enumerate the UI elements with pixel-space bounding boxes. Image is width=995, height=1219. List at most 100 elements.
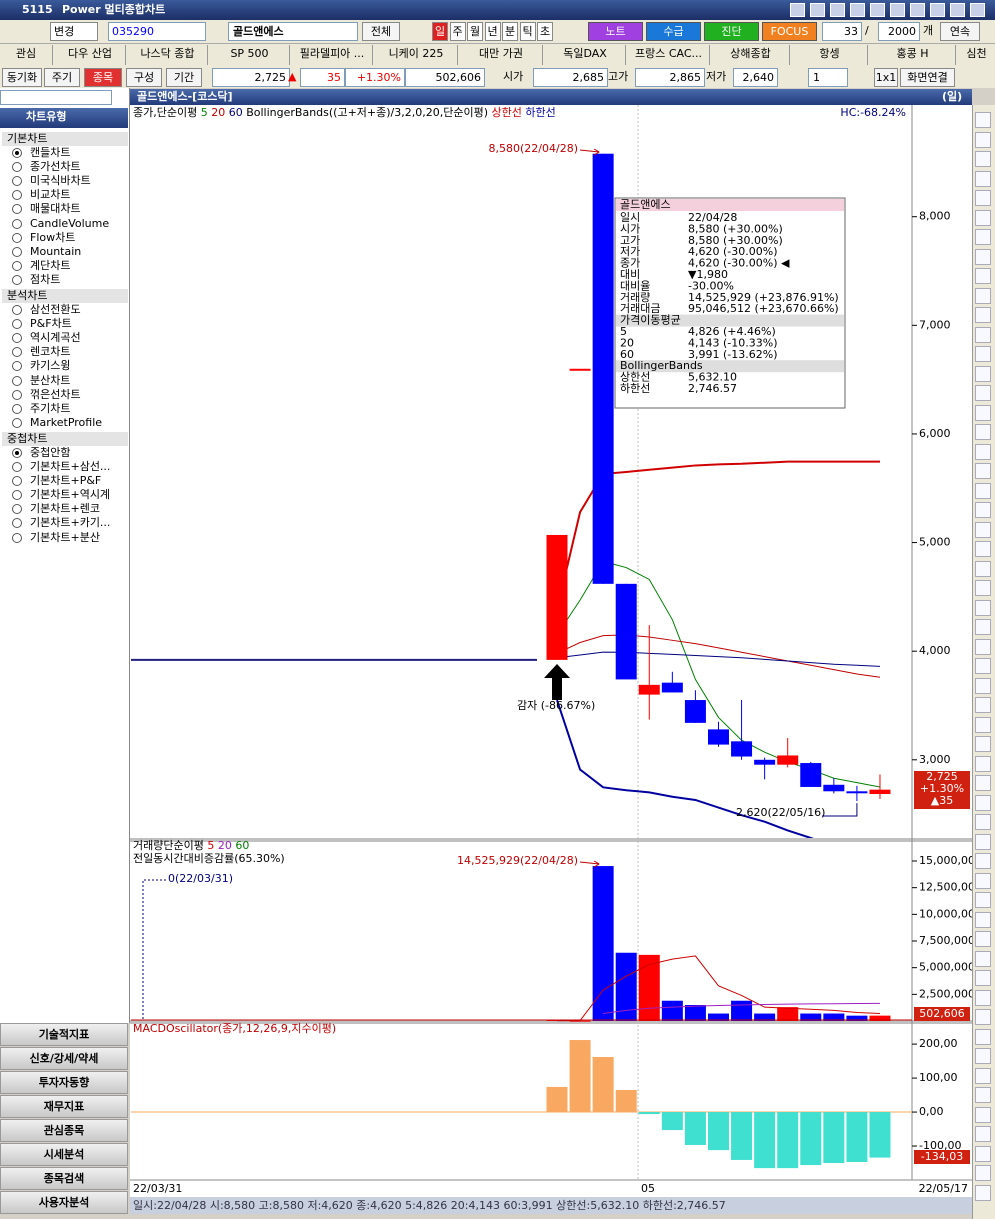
- tool-icon[interactable]: [975, 326, 991, 343]
- side-button[interactable]: 시세분석: [0, 1143, 128, 1166]
- tool-icon[interactable]: [975, 970, 991, 986]
- index-tab[interactable]: 다우 산업: [55, 45, 126, 65]
- tool-icon[interactable]: [975, 775, 991, 791]
- radio[interactable]: [12, 490, 22, 501]
- index-tab[interactable]: 독일DAX: [545, 45, 626, 65]
- radio[interactable]: [12, 447, 22, 458]
- tool-icon[interactable]: [975, 1067, 991, 1084]
- side-search[interactable]: [0, 90, 112, 105]
- tool-icon[interactable]: [975, 268, 991, 284]
- period-btn[interactable]: 년: [484, 22, 501, 41]
- radio[interactable]: [12, 190, 22, 201]
- side-item[interactable]: 매물대차트: [30, 202, 81, 216]
- side-button[interactable]: 재무지표: [0, 1095, 128, 1118]
- tool-icon[interactable]: [975, 658, 991, 674]
- window-icon[interactable]: [830, 3, 845, 17]
- code-input[interactable]: 035290: [108, 22, 206, 41]
- tool-icon[interactable]: [975, 1145, 991, 1162]
- tool-icon[interactable]: [975, 170, 991, 187]
- tool-icon[interactable]: [975, 1184, 991, 1201]
- radio[interactable]: [12, 333, 22, 344]
- window-icon[interactable]: [930, 3, 945, 17]
- side-item[interactable]: 중첩안함: [30, 445, 71, 459]
- tool-icon[interactable]: [975, 424, 991, 440]
- side-item[interactable]: 분산차트: [30, 373, 71, 387]
- index-tab[interactable]: SP 500: [210, 45, 290, 65]
- tool-icon[interactable]: [975, 989, 991, 1006]
- window-icon[interactable]: [950, 3, 965, 17]
- index-tab[interactable]: 프랑스 CAC...: [628, 45, 710, 65]
- radio[interactable]: [12, 375, 22, 386]
- tool-icon[interactable]: [975, 716, 991, 733]
- tool-icon[interactable]: [975, 541, 991, 557]
- q-mult[interactable]: 1: [808, 68, 848, 87]
- side-button[interactable]: 투자자동향: [0, 1071, 128, 1094]
- side-item[interactable]: 기본차트+삼선...: [30, 460, 111, 473]
- tool-icon[interactable]: [975, 580, 991, 596]
- tool-icon[interactable]: [975, 151, 991, 167]
- window-icon[interactable]: [910, 3, 925, 17]
- tool-icon[interactable]: [975, 443, 991, 460]
- tool-icon[interactable]: [975, 229, 991, 245]
- index-tab[interactable]: 필라델피아 ...: [292, 45, 373, 65]
- tool-btn[interactable]: 노트: [588, 22, 643, 41]
- side-item[interactable]: 기본차트+렌코: [30, 502, 100, 516]
- tool-icon[interactable]: [975, 599, 991, 616]
- radio[interactable]: [12, 462, 22, 472]
- side-item[interactable]: Mountain: [30, 244, 82, 258]
- tool-icon[interactable]: [975, 365, 991, 382]
- side-item[interactable]: 기본차트+역시계: [30, 488, 111, 502]
- side-item[interactable]: 계단차트: [30, 258, 71, 272]
- tool-icon[interactable]: [975, 463, 991, 479]
- index-tab[interactable]: 상해종합: [712, 45, 790, 65]
- tool-icon[interactable]: [975, 190, 991, 206]
- tool-icon[interactable]: [975, 560, 991, 577]
- index-tab[interactable]: 항셍: [792, 45, 868, 65]
- side-item[interactable]: CandleVolume: [30, 216, 110, 230]
- radio[interactable]: [12, 148, 22, 158]
- tool-icon[interactable]: [975, 677, 991, 694]
- tool-icon[interactable]: [975, 131, 991, 148]
- all-btn[interactable]: 전체: [362, 22, 400, 41]
- tool-icon[interactable]: [975, 619, 991, 635]
- side-button[interactable]: 기술적지표: [0, 1023, 128, 1046]
- radio[interactable]: [12, 305, 22, 315]
- tool-icon[interactable]: [975, 521, 991, 538]
- change-btn[interactable]: 변경: [50, 22, 98, 41]
- side-item[interactable]: 점차트: [30, 272, 61, 286]
- radio[interactable]: [12, 347, 22, 358]
- quote-btn[interactable]: 동기화: [2, 68, 42, 87]
- radio[interactable]: [12, 176, 22, 187]
- radio[interactable]: [12, 274, 22, 285]
- tool-icon[interactable]: [975, 404, 991, 421]
- tool-icon[interactable]: [975, 853, 991, 869]
- side-button[interactable]: 사용자분석: [0, 1191, 128, 1214]
- tool-icon[interactable]: [975, 931, 991, 947]
- index-tab[interactable]: 관심: [0, 45, 53, 65]
- radio[interactable]: [12, 319, 22, 330]
- index-tab[interactable]: 나스닥 종합: [128, 45, 208, 65]
- index-tab[interactable]: 홍콩 H: [870, 45, 956, 65]
- radio[interactable]: [12, 218, 22, 229]
- period-btn[interactable]: 월: [467, 22, 483, 41]
- period-btn[interactable]: 틱: [519, 22, 536, 41]
- tool-btn[interactable]: FOCUS: [762, 22, 817, 41]
- tool-icon[interactable]: [975, 1028, 991, 1045]
- window-icon[interactable]: [970, 3, 985, 17]
- radio[interactable]: [12, 260, 22, 271]
- radio[interactable]: [12, 162, 22, 173]
- period-btn[interactable]: 초: [537, 22, 553, 41]
- side-item[interactable]: 미국식바차트: [30, 174, 91, 188]
- side-item[interactable]: 렌코차트: [30, 345, 71, 359]
- side-item[interactable]: 비교차트: [30, 188, 71, 202]
- radio[interactable]: [12, 361, 22, 372]
- tool-icon[interactable]: [975, 892, 991, 908]
- tool-icon[interactable]: [975, 482, 991, 499]
- side-item[interactable]: 기본차트+카기...: [30, 516, 111, 530]
- tool-icon[interactable]: [975, 638, 991, 655]
- side-button[interactable]: 관심종목: [0, 1119, 128, 1142]
- period-btn[interactable]: 일: [432, 22, 448, 41]
- index-tab[interactable]: 니케이 225: [375, 45, 458, 65]
- side-item[interactable]: 캔들차트: [30, 146, 71, 159]
- side-item[interactable]: 꺾은선차트: [30, 387, 81, 401]
